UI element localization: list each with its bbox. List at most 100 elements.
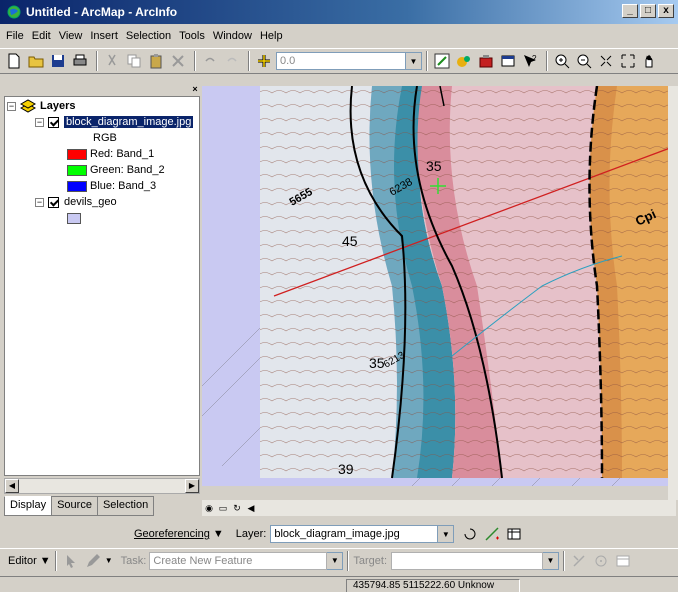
toolbar-separator	[96, 51, 98, 71]
task-dropdown-button[interactable]: ▼	[327, 551, 344, 570]
editor-toolbar-button[interactable]	[432, 51, 452, 71]
data-view-icon[interactable]: ◉	[205, 503, 213, 513]
delete-button[interactable]	[168, 51, 188, 71]
add-control-points-button[interactable]	[482, 524, 502, 544]
save-button[interactable]	[48, 51, 68, 71]
print-button[interactable]	[70, 51, 90, 71]
new-document-button[interactable]	[4, 51, 24, 71]
target-dropdown-button[interactable]: ▼	[543, 551, 560, 570]
rotate-button[interactable]	[460, 524, 480, 544]
menu-bar: File Edit View Insert Selection Tools Wi…	[0, 26, 678, 46]
edit-tool-button[interactable]	[61, 551, 81, 571]
layer-select[interactable]: block_diagram_image.jpg	[270, 525, 439, 543]
zoom-in-button[interactable]	[552, 51, 572, 71]
task-select[interactable]: Create New Feature	[149, 551, 328, 570]
copy-button[interactable]	[124, 51, 144, 71]
scale-dropdown-button[interactable]: ▼	[406, 52, 422, 70]
tab-selection[interactable]: Selection	[96, 496, 155, 516]
scroll-left-icon[interactable]: ◀	[5, 479, 19, 493]
redo-button[interactable]	[222, 51, 242, 71]
whats-this-button[interactable]: ?	[520, 51, 540, 71]
attributes-table-icon	[616, 555, 630, 566]
layer-visibility-checkbox[interactable]	[48, 196, 59, 208]
georeferencing-menu-button[interactable]: Georeferencing ▼	[134, 528, 224, 540]
title-bar: Untitled - ArcMap - ArcInfo _ □ x	[0, 0, 678, 24]
pan-hand-icon	[645, 54, 653, 68]
toc-horizontal-scrollbar[interactable]: ◀ ▶	[4, 478, 200, 494]
collapse-icon[interactable]: −	[7, 100, 16, 111]
layer-name[interactable]: block_diagram_image.jpg	[64, 116, 194, 128]
map-horizontal-scrollbar[interactable]: ◉ ▭ ↻ ◀	[202, 500, 676, 516]
blue-swatch	[67, 180, 87, 192]
toc-root-row[interactable]: − Layers	[7, 98, 75, 114]
fixed-zoom-in-button[interactable]	[596, 51, 616, 71]
toc-close-icon[interactable]: ×	[192, 84, 198, 94]
open-button[interactable]	[26, 51, 46, 71]
maximize-button[interactable]: □	[640, 4, 656, 18]
toc-sublabel: RGB	[93, 130, 117, 146]
arccatalog-button[interactable]	[454, 51, 474, 71]
attributes-button[interactable]	[613, 551, 633, 571]
cut-button[interactable]	[102, 51, 122, 71]
menu-edit[interactable]: Edit	[31, 30, 51, 42]
red-swatch	[67, 148, 87, 160]
standard-toolbar: 0.0 ▼ ?	[0, 48, 678, 74]
undo-button[interactable]	[200, 51, 220, 71]
editor-menu-button[interactable]: Editor ▼	[8, 554, 51, 567]
menu-insert[interactable]: Insert	[90, 30, 118, 42]
layer-name[interactable]: devils_geo	[64, 196, 117, 208]
rgb-label: RGB	[93, 132, 117, 144]
split-tool-button[interactable]	[569, 551, 589, 571]
layer-dropdown-button[interactable]: ▼	[438, 525, 455, 543]
minimize-button[interactable]: _	[622, 4, 638, 18]
add-data-plus-icon	[258, 55, 270, 67]
map-canvas[interactable]: 5655 6238 35 45 35 6213 39 Cpi	[202, 86, 670, 486]
pan-button[interactable]	[640, 51, 660, 71]
command-line-button[interactable]	[498, 51, 518, 71]
target-select[interactable]	[391, 551, 544, 570]
layout-view-icon[interactable]: ▭	[218, 503, 228, 513]
paste-button[interactable]	[146, 51, 166, 71]
fixed-zoom-out-button[interactable]	[618, 51, 638, 71]
map-vertical-scrollbar[interactable]	[668, 86, 678, 500]
new-document-icon	[8, 53, 20, 69]
arctoolbox-button[interactable]	[476, 51, 496, 71]
editor-toolbar: Editor ▼ ▼ Task: Create New Feature ▼ Ta…	[0, 548, 678, 572]
menu-help[interactable]: Help	[259, 30, 283, 42]
sketch-tool-button[interactable]	[83, 551, 103, 571]
georeferencing-label: Georeferencing	[134, 528, 210, 540]
toc-tabs: Display Source Selection	[4, 496, 155, 516]
sketch-dropdown-icon[interactable]: ▼	[104, 556, 113, 565]
close-button[interactable]: x	[658, 4, 674, 18]
zoom-out-button[interactable]	[574, 51, 594, 71]
collapse-icon[interactable]: −	[35, 196, 44, 207]
window-title: Untitled - ArcMap - ArcInfo	[26, 5, 178, 19]
map-display[interactable]: 5655 6238 35 45 35 6213 39 Cpi	[202, 86, 670, 486]
refresh-icon[interactable]: ↻	[233, 503, 241, 513]
link-table-button[interactable]	[504, 524, 524, 544]
open-folder-icon	[28, 56, 44, 68]
menu-file[interactable]: File	[6, 30, 24, 42]
map-scale-input[interactable]: 0.0	[276, 52, 406, 70]
zoom-in-icon	[555, 54, 570, 69]
rotate-feature-icon	[595, 555, 607, 566]
rotate-feature-button[interactable]	[591, 551, 611, 571]
menu-selection[interactable]: Selection	[125, 30, 172, 42]
menu-tools[interactable]: Tools	[179, 30, 205, 42]
toc-layer-row[interactable]: − block_diagram_image.jpg	[35, 114, 194, 130]
toc-layer-row[interactable]: − devils_geo	[35, 194, 117, 210]
tab-display[interactable]: Display	[4, 496, 53, 516]
undo-arrow-icon	[205, 57, 215, 62]
arccatalog-icon	[457, 56, 470, 67]
copy-icon	[127, 54, 141, 68]
tab-source[interactable]: Source	[51, 496, 98, 516]
polygon-symbol-swatch[interactable]	[67, 212, 81, 224]
band-row-red: Red: Band_1	[67, 146, 154, 162]
scroll-left-icon[interactable]: ◀	[247, 503, 255, 513]
layer-visibility-checkbox[interactable]	[48, 116, 59, 128]
collapse-icon[interactable]: −	[35, 116, 44, 127]
menu-window[interactable]: Window	[212, 30, 252, 42]
menu-view[interactable]: View	[58, 30, 83, 42]
scroll-right-icon[interactable]: ▶	[185, 479, 199, 493]
add-data-button[interactable]	[254, 51, 274, 71]
